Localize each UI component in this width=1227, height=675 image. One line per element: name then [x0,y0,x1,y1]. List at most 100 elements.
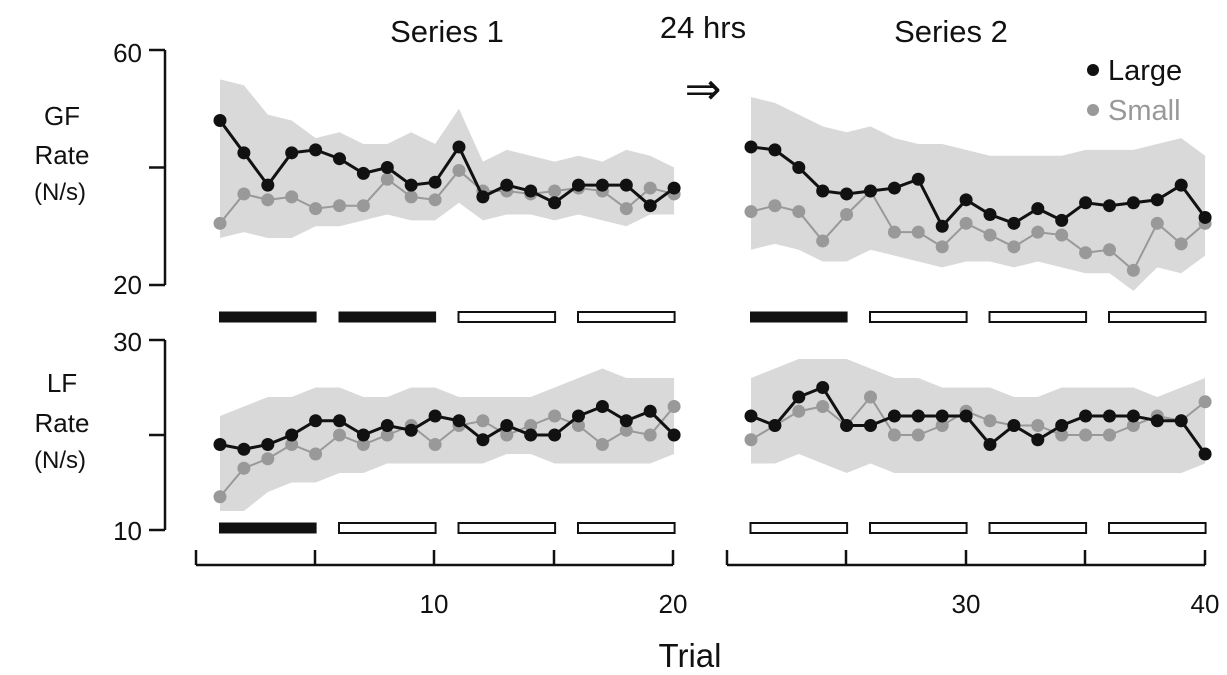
gf-small-point [959,216,973,230]
lf-large-point [887,409,901,423]
gf-small-point [768,199,782,213]
lf-large-point [667,428,681,442]
gf-small-point [983,228,997,242]
lf-small-point [1031,419,1045,432]
gf-small-point [333,199,346,213]
gf-large-point [816,184,830,198]
gf-large-point [1126,196,1140,210]
lf-large-point [380,419,394,432]
gf-large-point [792,161,806,174]
gf-small-point [816,234,830,248]
gf-large-point [935,219,949,233]
lf-large-point [1150,414,1164,428]
gf-large-point [428,175,442,189]
gf-y-label: GF Rate (N/s) [34,101,89,206]
gf-small-point [643,181,657,195]
lf-small-point [1126,419,1140,432]
lf-large-point [1126,409,1140,423]
lf-block-open [338,522,437,534]
legend-small-marker [1087,104,1099,116]
x-tick-label: 30 [952,589,981,619]
lf-large-point [768,419,782,432]
lf-block-open [869,522,968,534]
x-tick-label: 20 [659,589,688,619]
lf-large-point [452,414,466,428]
lf-large-point [404,423,418,437]
gf-small-point [1031,225,1045,239]
gf-block-open [457,311,557,323]
x-tick-label: 10 [420,589,449,619]
lf-large-point [1007,419,1021,432]
lf-small-point [935,419,949,432]
legend: Large Small [1087,55,1182,127]
lf-large-point [619,414,633,428]
lf-small-point [213,490,227,504]
lf-large-point [213,438,227,451]
lf-block-open [577,522,676,534]
gf-large-point [887,181,901,195]
gf-small-point [792,205,806,219]
legend-large-label: Large [1108,55,1182,87]
gf-large-point [356,166,370,180]
gf-large-point [1007,216,1021,230]
lf-large-point [1174,414,1188,428]
gf-block-filled [338,311,437,323]
lf-large-point [356,428,370,442]
lf-large-point [983,438,997,451]
gf-large-point [309,143,323,157]
lf-large-point [524,428,538,442]
lf-small-point [524,419,538,432]
gf-small-point [1079,246,1093,260]
gf-small-point [428,193,442,207]
lf-block-filled [219,522,317,534]
gf-large-point [864,184,877,198]
lf-large-point [500,419,514,432]
gf-small-point [213,216,227,230]
axes [149,48,1207,567]
lf-small-point [887,428,901,442]
series-1-label: Series 1 [390,14,504,49]
gf-large-point [261,178,275,192]
lf-small-point [548,409,562,423]
gf-large-point [572,178,585,192]
gf-large-point [1079,196,1093,210]
lf-small-point [792,404,806,418]
gf-large-point [1198,210,1212,224]
lf-large-point [572,409,585,423]
gf-small-point [356,199,370,213]
gf-small-point [1055,228,1069,242]
gf-small-point [744,205,758,219]
gf-large-point [840,187,854,201]
gf-large-point [667,181,681,195]
gf-small-point [309,202,323,216]
series-2-label: Series 2 [894,14,1008,49]
lf-small-point [572,419,585,432]
lf-y-tick-label: 30 [113,327,142,357]
gf-large-point [404,178,418,192]
gf-y-tick-label: 20 [113,270,142,300]
gf-small-point [1126,263,1140,277]
lf-small-point [744,433,758,447]
lf-small-point [261,452,275,466]
lf-band-series1 [220,368,675,511]
gf-large-point [476,190,490,204]
lf-block-open [988,522,1088,534]
lf-small-point [428,438,442,451]
gf-large-point [333,152,346,166]
gf-small-point [452,163,466,177]
gf-block-filled [750,311,848,323]
lf-small-point [1103,428,1116,442]
gf-large-point [1031,202,1045,216]
lf-small-point [380,428,394,442]
lf-large-point [1055,419,1069,432]
lf-small-point [1079,428,1093,442]
gf-small-point [404,190,418,204]
gf-large-point [524,184,538,198]
lf-small-point [643,428,657,442]
lf-large-point [285,428,299,442]
lf-large-point [428,409,442,423]
gf-large-point [1055,213,1069,227]
gf-large-point [548,196,562,210]
gf-small-point [237,187,251,201]
lf-small-point [285,438,299,451]
